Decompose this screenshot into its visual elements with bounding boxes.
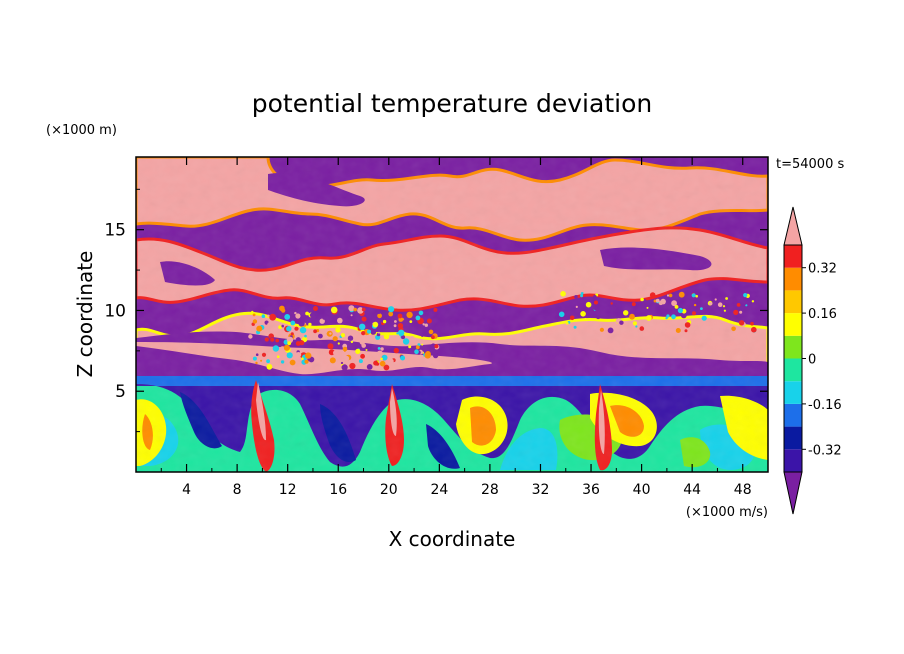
x-tick-label: 24 (430, 482, 448, 498)
colorbar-extend-max (783, 206, 803, 246)
colorbar-bin (784, 313, 802, 336)
colorbar-bin (784, 426, 802, 450)
x-tick-label: 16 (329, 482, 347, 498)
x-tick-label: 28 (481, 482, 499, 498)
x-tick-label: 44 (683, 482, 701, 498)
x-tick-label: 20 (380, 482, 398, 498)
colorbar-bin (784, 267, 802, 291)
x-tick-label: 36 (582, 482, 600, 498)
chart-title: potential temperature deviation (252, 89, 652, 118)
colorbar-label: 0.16 (808, 307, 837, 322)
x-unit-label: (×1000 m/s) (686, 505, 768, 520)
y-tick-label: 15 (104, 221, 126, 241)
x-tick-label: 12 (279, 482, 297, 498)
colorbar: 0.32 0.16 0 -0.16 -0.32 (783, 206, 842, 515)
x-axis-label: X coordinate (389, 527, 516, 551)
colorbar-bin (784, 245, 802, 268)
y-axis-label: Z coordinate (73, 251, 97, 378)
field-texture (136, 157, 768, 472)
colorbar-bin (784, 290, 802, 314)
y-tick-label: 10 (104, 301, 126, 321)
colorbar-label: 0 (808, 353, 816, 368)
x-tick-label: 4 (182, 482, 191, 498)
x-tick-label: 8 (233, 482, 242, 498)
x-tick-label: 40 (633, 482, 651, 498)
y-tick-label: 5 (115, 382, 126, 402)
y-unit-label: (×1000 m) (46, 123, 117, 138)
heatmap-field (136, 157, 768, 472)
x-axis: 4 8 12 16 20 24 28 32 36 40 44 48 (160, 157, 752, 498)
y-axis: 5 10 15 (104, 188, 768, 433)
colorbar-extend-min (783, 471, 803, 515)
x-tick-label: 48 (734, 482, 752, 498)
colorbar-bin (784, 403, 802, 427)
colorbar-label: -0.32 (808, 443, 842, 458)
colorbar-label: 0.32 (808, 262, 837, 277)
colorbar-bin (784, 449, 802, 472)
x-tick-label: 32 (532, 482, 550, 498)
colorbar-bin (784, 358, 802, 382)
plot-frame (135, 156, 769, 473)
colorbar-bin (784, 381, 802, 404)
colorbar-bin (784, 335, 802, 359)
time-label: t=54000 s (776, 157, 844, 172)
colorbar-label: -0.16 (808, 398, 842, 413)
